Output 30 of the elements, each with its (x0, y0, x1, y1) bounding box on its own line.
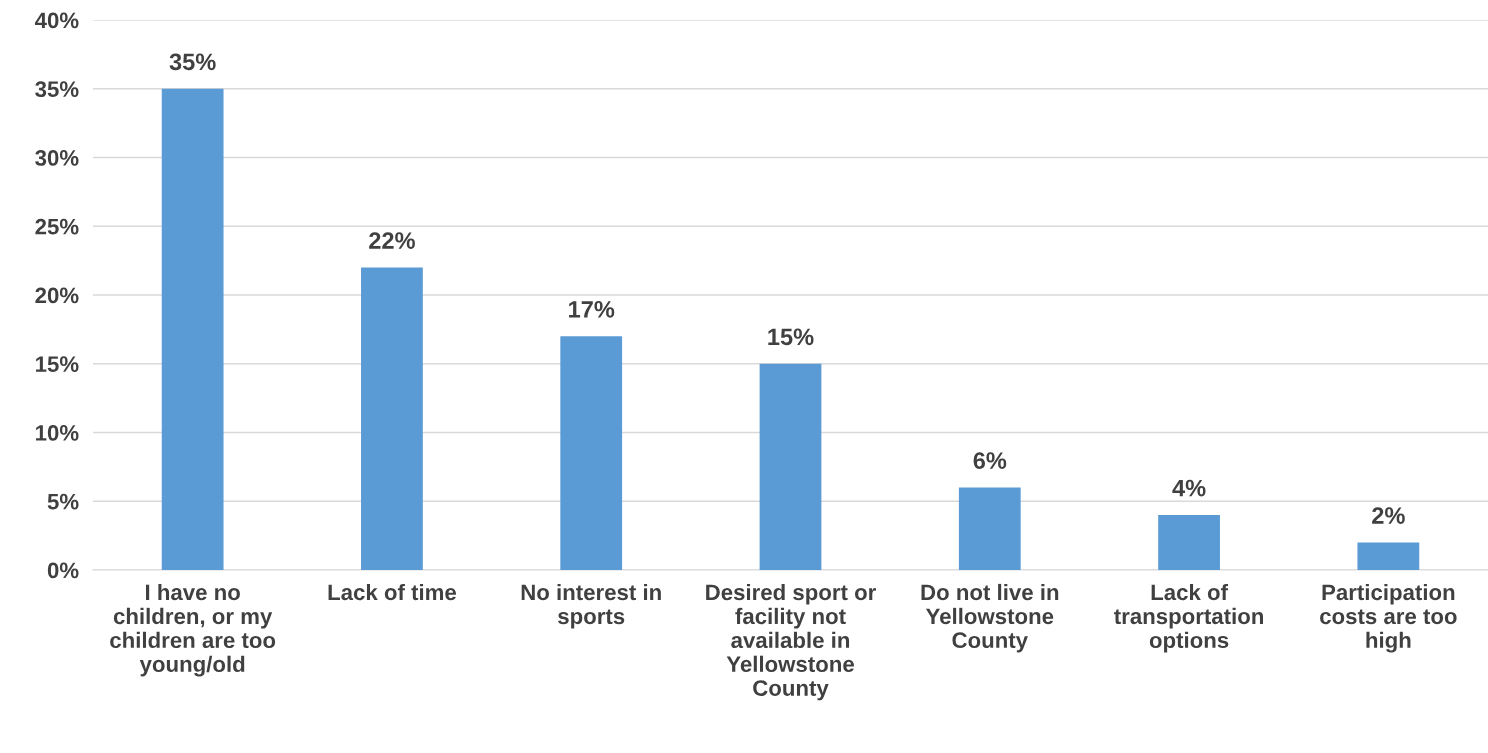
bar (161, 88, 224, 570)
y-tick-label: 20% (35, 287, 79, 304)
x-tick-label: Desired sport or facility not available in Yellowstone County (706, 583, 876, 701)
data-label: 17% (569, 301, 615, 318)
bar (958, 487, 1021, 570)
x-tick-label: Do not live in Yellowstone County (921, 583, 1059, 653)
y-tick-label: 25% (35, 218, 79, 235)
y-tick-label: 0% (47, 562, 79, 579)
data-label: 6% (973, 452, 1007, 469)
y-tick-label: 10% (36, 425, 79, 441)
data-label: 4% (1172, 479, 1206, 497)
bar (1357, 542, 1420, 570)
x-tick-label: Lack of transportation options (1114, 583, 1264, 653)
y-tick-label: 30% (35, 150, 79, 166)
data-label: 2% (1372, 507, 1405, 524)
data-label: 35% (169, 53, 216, 71)
y-tick-label: 40% (34, 12, 79, 29)
x-tick-label: Participation costs are too high (1320, 583, 1457, 653)
x-tick-label: Lack of time (328, 583, 457, 601)
bar (560, 336, 623, 570)
x-tick-label: I have no children, or my children are too young/old (110, 583, 276, 677)
data-label: 15% (768, 328, 814, 346)
bar (759, 363, 822, 570)
y-tick-label: 35% (35, 81, 79, 98)
x-tick-label: No interest in sports (521, 583, 661, 629)
bar (361, 267, 423, 570)
bar (1158, 515, 1220, 570)
y-tick-label: 5% (47, 493, 79, 510)
y-tick-label: 15% (36, 356, 79, 373)
data-label: 22% (369, 232, 415, 249)
